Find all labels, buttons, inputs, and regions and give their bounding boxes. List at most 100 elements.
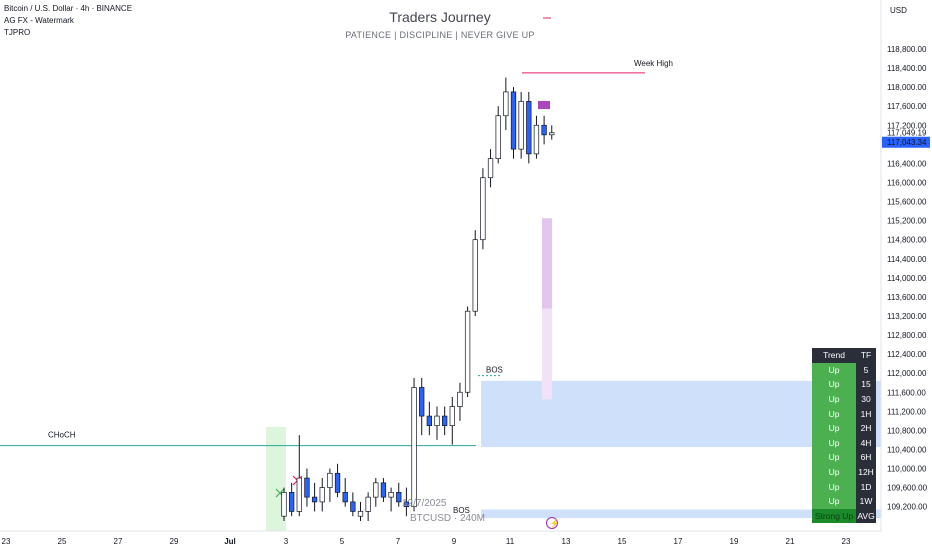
candle-body[interactable] xyxy=(373,482,379,498)
trend-value: Up xyxy=(812,435,857,451)
week-high-label: Week High xyxy=(634,59,673,68)
y-tick-label: 117,200.00 xyxy=(887,121,927,130)
price-axis-currency: USD xyxy=(890,6,907,15)
x-tick-label: 23 xyxy=(842,537,851,546)
y-tick-label: 114,800.00 xyxy=(887,236,927,245)
x-tick-label: 19 xyxy=(730,537,739,546)
candle-body[interactable] xyxy=(510,91,517,150)
timeframe-label: 6H xyxy=(856,450,876,465)
y-tick-label: 118,400.00 xyxy=(887,64,927,73)
timeframe-label: 4H xyxy=(856,435,876,451)
y-tick-label: 112,000.00 xyxy=(887,369,927,378)
candle-body[interactable] xyxy=(281,492,287,517)
candle-body[interactable] xyxy=(357,511,364,517)
candle-body[interactable] xyxy=(495,115,501,159)
fvg-zone-strong xyxy=(542,218,552,309)
indicator-watermark[interactable]: AG FX - Watermark xyxy=(4,16,74,25)
candle-body[interactable] xyxy=(289,492,295,512)
candle-body[interactable] xyxy=(434,415,440,426)
timeframe-label: 12H xyxy=(856,464,876,480)
trend-row: Up 6H xyxy=(812,450,876,465)
x-tick-label: 7 xyxy=(396,537,401,546)
x-tick-label: 27 xyxy=(114,537,123,546)
candle-body[interactable] xyxy=(541,124,547,136)
y-tick-label: 113,200.00 xyxy=(887,312,927,321)
y-tick-label: 117,600.00 xyxy=(887,102,927,111)
trend-table-header: Trend TF xyxy=(812,348,876,363)
trend-value: Up xyxy=(812,493,857,509)
y-tick-label: 114,400.00 xyxy=(887,255,927,264)
last-price-badge xyxy=(882,136,930,148)
x-tick-label: 3 xyxy=(284,537,289,546)
candle-body[interactable] xyxy=(426,415,432,426)
x-tick-label: 25 xyxy=(58,537,67,546)
y-tick-label: 118,000.00 xyxy=(887,83,927,92)
trend-row: Up 1W xyxy=(812,493,876,509)
y-tick-label: 116,400.00 xyxy=(887,159,927,168)
candle-body[interactable] xyxy=(549,132,555,136)
x-tick-label: 15 xyxy=(618,537,627,546)
candle-body[interactable] xyxy=(380,482,387,498)
watermark-date: 12/7/2025 xyxy=(402,498,447,509)
trend-value: Up xyxy=(812,479,857,494)
candle-body[interactable] xyxy=(442,415,448,426)
bos-label: BOS xyxy=(486,366,503,375)
current-price-label: 117,049.19 xyxy=(887,128,927,137)
candle-body[interactable] xyxy=(472,239,478,312)
lightning-glyph: ⚡ xyxy=(550,518,560,528)
candle-body[interactable] xyxy=(449,406,455,426)
candle-body[interactable] xyxy=(311,496,318,503)
timeframe-label: 30 xyxy=(856,391,876,407)
trend-value: Up xyxy=(812,406,857,421)
avg-label: AVG xyxy=(856,508,876,524)
y-tick-label: 111,200.00 xyxy=(887,407,926,416)
y-tick-label: 116,000.00 xyxy=(887,178,927,187)
y-tick-label: 109,600.00 xyxy=(887,484,928,493)
candle-body[interactable] xyxy=(503,91,509,117)
lightning-event-icon[interactable] xyxy=(546,517,558,529)
candle-body[interactable] xyxy=(487,158,494,179)
y-tick-label: 111,600.00 xyxy=(887,388,926,397)
y-tick-label: 113,600.00 xyxy=(887,293,927,302)
trend-row: Up 12H xyxy=(812,464,876,480)
candle-body[interactable] xyxy=(350,501,356,512)
trend-row: Up 2H xyxy=(812,420,876,436)
trend-row: Up 5 xyxy=(812,362,876,378)
candle-body[interactable] xyxy=(419,387,425,417)
candle-body[interactable] xyxy=(342,492,348,503)
bos-label-lower: BOS xyxy=(453,506,470,515)
candle-body[interactable] xyxy=(327,472,333,488)
candle-body[interactable] xyxy=(296,477,302,512)
trend-row: Up 15 xyxy=(812,377,876,392)
candle-body[interactable] xyxy=(319,487,325,503)
timeframe-label: 5 xyxy=(856,362,876,378)
candle-body[interactable] xyxy=(304,477,310,498)
candle-body[interactable] xyxy=(518,101,524,150)
watermark-subtitle: PATIENCE | DISCIPLINE | NEVER GIVE UP xyxy=(345,30,535,40)
x-tick-label: 23 xyxy=(2,537,11,546)
indicator-tjpro[interactable]: TJPRO xyxy=(4,28,31,37)
choch-label: CHoCH xyxy=(48,431,76,440)
candle-body[interactable] xyxy=(365,496,371,512)
watermark-title: Traders Journey xyxy=(389,9,491,25)
candle-body[interactable] xyxy=(411,387,417,508)
y-tick-label: 114,000.00 xyxy=(887,274,927,283)
trend-table: Trend TF Up 5 Up 15 Up 30 Up 1H Up 2H Up 4H Up 6H Up 12… xyxy=(812,348,876,524)
candle-body[interactable] xyxy=(388,492,394,498)
timeframe-label: 1D xyxy=(856,479,876,494)
candle-body[interactable] xyxy=(334,472,341,493)
lower-zone xyxy=(481,509,881,519)
x-tick-label: 11 xyxy=(506,537,515,546)
candle-body[interactable] xyxy=(403,501,410,508)
session-highlight xyxy=(266,427,286,531)
candle-body[interactable] xyxy=(396,492,402,503)
x-tick-label: 21 xyxy=(786,537,795,546)
trend-value: Up xyxy=(812,420,857,436)
candle-body[interactable] xyxy=(464,310,471,393)
candle-body[interactable] xyxy=(533,124,540,155)
y-tick-label: 118,800.00 xyxy=(887,45,927,54)
candle-body[interactable] xyxy=(480,177,486,241)
candle-body[interactable] xyxy=(457,391,463,407)
candle-body[interactable] xyxy=(526,101,532,155)
